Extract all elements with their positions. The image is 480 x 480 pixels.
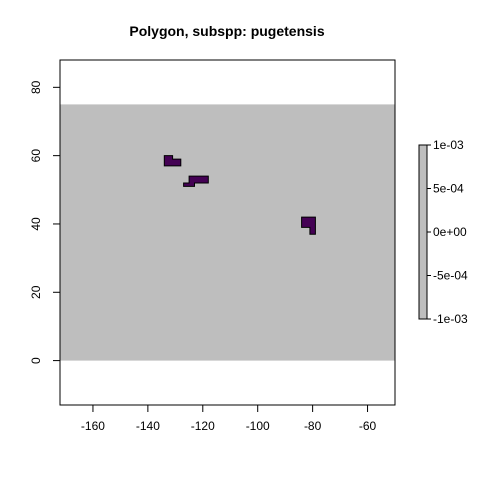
x-tick-label: -60 <box>359 419 377 433</box>
x-tick-label: -160 <box>81 419 105 433</box>
x-axis: -160 -140 -120 -100 -80 -60 <box>81 405 377 433</box>
y-tick-label: 40 <box>29 217 43 231</box>
y-tick-label: 60 <box>29 149 43 163</box>
x-tick-label: -80 <box>304 419 322 433</box>
raster-extent <box>60 104 395 361</box>
legend-tick-label: 1e-03 <box>433 138 464 152</box>
y-tick-label: 20 <box>29 285 43 299</box>
polygon-c <box>301 216 316 235</box>
plot-title: Polygon, subspp: pugetensis <box>129 23 324 39</box>
polygon-b <box>183 175 209 187</box>
x-tick-label: -100 <box>246 419 270 433</box>
y-axis: 0 20 40 60 80 <box>29 80 60 364</box>
polygon-a <box>163 155 182 167</box>
plot-frame <box>59 59 396 406</box>
legend-tick-label: -1e-03 <box>433 312 468 326</box>
raster-layer <box>60 104 395 361</box>
x-tick-label: -140 <box>136 419 160 433</box>
legend-tick-label: 5e-04 <box>433 182 464 196</box>
legend-tick-label: -5e-04 <box>433 269 468 283</box>
y-tick-label: 80 <box>29 80 43 94</box>
y-tick-label: 0 <box>29 357 43 364</box>
legend-bar <box>418 144 428 320</box>
legend-tick-label: 0e+00 <box>433 225 467 239</box>
polygon-layer <box>163 155 316 235</box>
color-legend: 1e-03 5e-04 0e+00 -5e-04 -1e-03 <box>418 138 468 326</box>
x-tick-label: -120 <box>191 419 215 433</box>
